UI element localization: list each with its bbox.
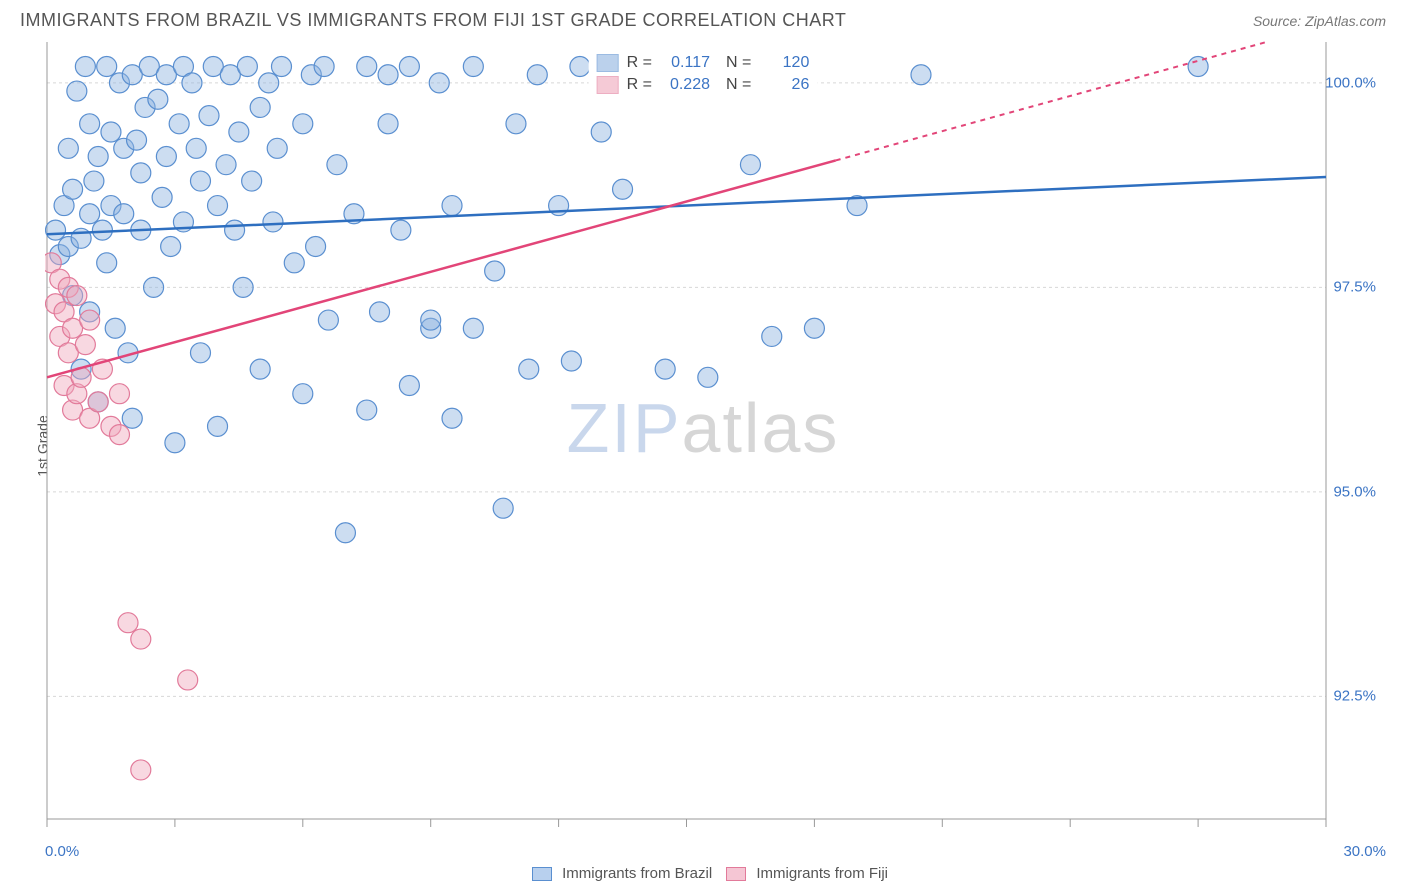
chart-plot-area xyxy=(45,40,1386,837)
legend-n-label: N = xyxy=(726,54,751,72)
legend-swatch xyxy=(597,76,619,94)
correlation-legend: R = 0.117 N = 120 R = 0.228 N = 26 xyxy=(589,48,818,100)
legend-swatch xyxy=(726,867,746,881)
legend-swatch xyxy=(532,867,552,881)
scatter-chart-svg xyxy=(45,40,1386,837)
legend-n-label: N = xyxy=(726,76,751,94)
bottom-legend: Immigrants from Brazil Immigrants from F… xyxy=(0,865,1406,882)
chart-title: IMMIGRANTS FROM BRAZIL VS IMMIGRANTS FRO… xyxy=(20,10,846,31)
legend-row: R = 0.117 N = 120 xyxy=(597,52,810,74)
y-tick-label: 92.5% xyxy=(1333,688,1376,705)
legend-swatch xyxy=(597,54,619,72)
legend-r-value: 0.228 xyxy=(660,76,710,94)
legend-series-label: Immigrants from Fiji xyxy=(756,865,888,882)
y-tick-label: 95.0% xyxy=(1333,483,1376,500)
x-axis-max-label: 30.0% xyxy=(1343,843,1386,860)
legend-series-label: Immigrants from Brazil xyxy=(562,865,712,882)
legend-n-value: 120 xyxy=(759,54,809,72)
y-tick-label: 100.0% xyxy=(1325,74,1376,91)
legend-r-label: R = xyxy=(627,54,652,72)
legend-row: R = 0.228 N = 26 xyxy=(597,74,810,96)
source-attribution: Source: ZipAtlas.com xyxy=(1253,13,1386,29)
legend-r-value: 0.117 xyxy=(660,54,710,72)
legend-n-value: 26 xyxy=(759,76,809,94)
x-axis-min-label: 0.0% xyxy=(45,843,79,860)
y-tick-label: 97.5% xyxy=(1333,279,1376,296)
legend-r-label: R = xyxy=(627,76,652,94)
